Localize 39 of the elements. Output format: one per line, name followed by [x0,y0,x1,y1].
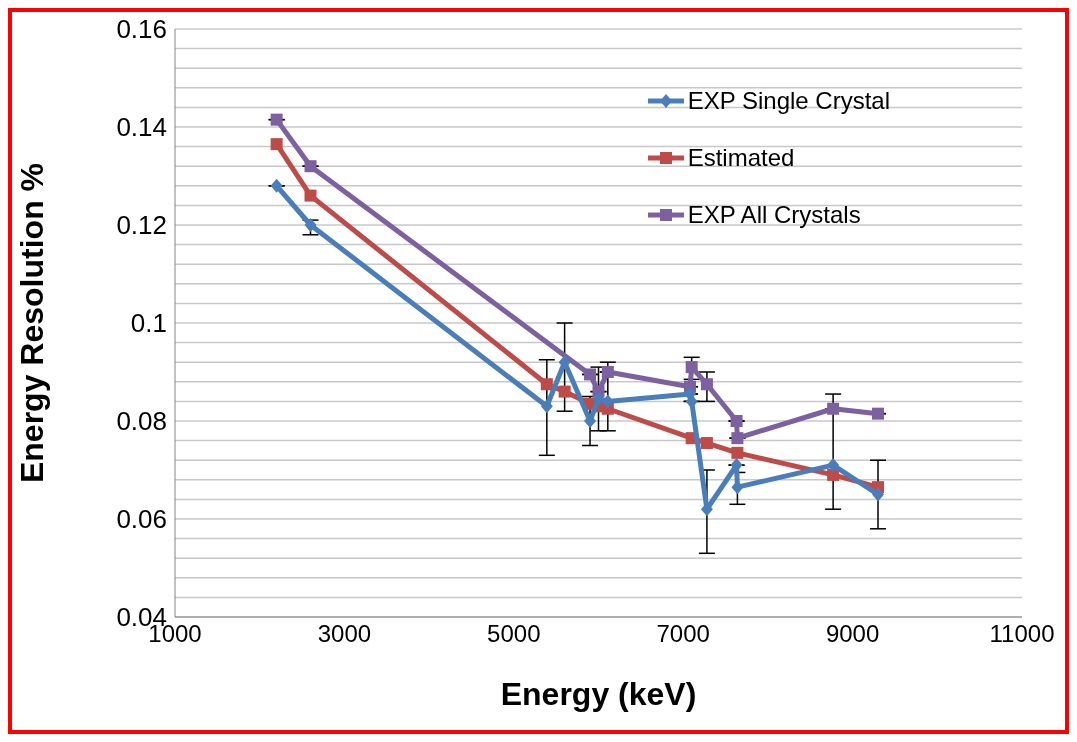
legend-label: EXP All Crystals [687,200,861,229]
point [304,218,317,232]
point [731,432,744,445]
y-tick-label: 0.12 [116,210,167,241]
point [540,378,553,391]
y-tick-label: 0.08 [116,406,167,437]
x-tick-label: 9000 [825,620,880,648]
point [685,361,698,374]
point [601,394,614,409]
point [700,437,713,450]
y-tick-label: 0.06 [116,504,167,535]
point [827,468,840,481]
point [731,446,744,459]
legend-label: EXP Single Crystal [687,86,890,115]
point [558,385,571,398]
y-axis-title: Energy Resolution % [14,162,51,484]
point [730,415,743,427]
x-axis-title: Energy (keV) [500,676,697,712]
point [304,160,317,173]
point [270,178,283,193]
point [592,391,605,406]
point [827,402,840,415]
x-tick-label: 5000 [487,620,541,648]
y-tick-label: 0.14 [116,112,167,143]
point [731,480,744,495]
point [700,378,713,391]
y-tick-label: 0.16 [116,14,167,45]
x-tick-label: 3000 [317,620,372,648]
point [872,487,885,502]
point [270,138,283,151]
x-tick-label: 7000 [656,620,710,648]
point [540,399,553,414]
x-tick-label: 11000 [989,620,1055,648]
point [872,407,885,420]
point [270,113,283,126]
legend-label: Estimated [687,143,795,172]
point [827,458,840,473]
y-tick-label: 0.1 [130,308,167,339]
point [304,189,317,202]
